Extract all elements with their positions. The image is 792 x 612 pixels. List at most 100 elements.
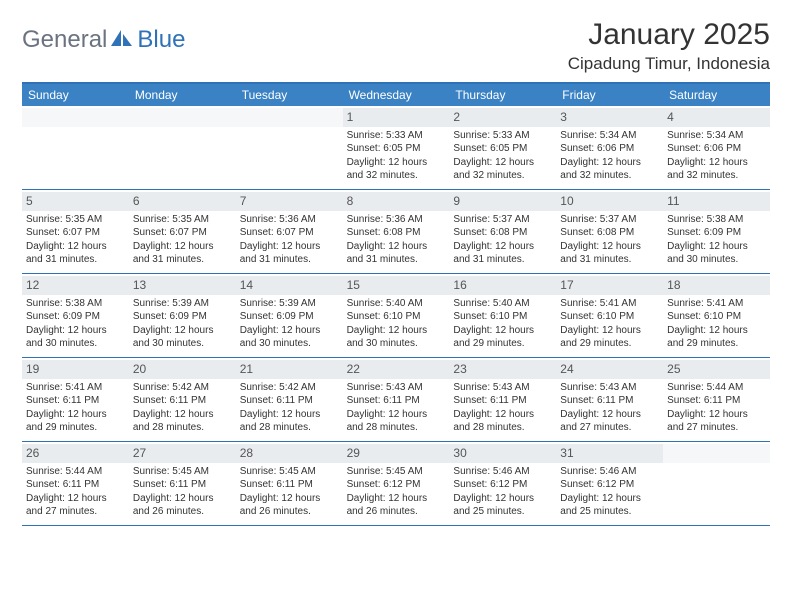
day-number-row: 15 <box>343 276 450 295</box>
daylight-line-1: Daylight: 12 hours <box>667 156 766 170</box>
calendar-day: 18Sunrise: 5:41 AMSunset: 6:10 PMDayligh… <box>663 274 770 357</box>
day-number: 15 <box>347 278 360 292</box>
day-number-row: 19 <box>22 360 129 379</box>
sunrise-line: Sunrise: 5:45 AM <box>347 465 446 479</box>
brand-logo: General Blue <box>22 26 185 54</box>
sunset-line: Sunset: 6:08 PM <box>560 226 659 240</box>
calendar-day: 1Sunrise: 5:33 AMSunset: 6:05 PMDaylight… <box>343 106 450 189</box>
title-block: January 2025 Cipadung Timur, Indonesia <box>568 18 770 74</box>
sunset-line: Sunset: 6:06 PM <box>560 142 659 156</box>
sunrise-line: Sunrise: 5:46 AM <box>560 465 659 479</box>
day-number: 31 <box>560 446 573 460</box>
calendar-week-row: 12Sunrise: 5:38 AMSunset: 6:09 PMDayligh… <box>22 274 770 358</box>
sunrise-line: Sunrise: 5:34 AM <box>667 129 766 143</box>
daylight-line-1: Daylight: 12 hours <box>560 324 659 338</box>
calendar-day: 2Sunrise: 5:33 AMSunset: 6:05 PMDaylight… <box>449 106 556 189</box>
daylight-line-2: and 26 minutes. <box>347 505 446 519</box>
calendar-day-empty <box>236 106 343 189</box>
day-number: 10 <box>560 194 573 208</box>
brand-sail-icon <box>111 28 133 53</box>
day-number: 26 <box>26 446 39 460</box>
calendar-day: 10Sunrise: 5:37 AMSunset: 6:08 PMDayligh… <box>556 190 663 273</box>
day-number-row <box>22 108 129 127</box>
daylight-line-2: and 26 minutes. <box>133 505 232 519</box>
day-number-row: 10 <box>556 192 663 211</box>
daylight-line-2: and 28 minutes. <box>453 421 552 435</box>
daylight-line-1: Daylight: 12 hours <box>240 492 339 506</box>
daylight-line-2: and 32 minutes. <box>560 169 659 183</box>
weekday-header: Thursday <box>449 84 556 106</box>
sunset-line: Sunset: 6:10 PM <box>560 310 659 324</box>
daylight-line-1: Daylight: 12 hours <box>347 324 446 338</box>
daylight-line-1: Daylight: 12 hours <box>453 408 552 422</box>
sunset-line: Sunset: 6:07 PM <box>240 226 339 240</box>
day-number-row <box>663 444 770 463</box>
day-number: 6 <box>133 194 140 208</box>
day-number-row <box>236 108 343 127</box>
sunrise-line: Sunrise: 5:35 AM <box>133 213 232 227</box>
day-number-row: 16 <box>449 276 556 295</box>
day-number-row: 29 <box>343 444 450 463</box>
sunrise-line: Sunrise: 5:33 AM <box>453 129 552 143</box>
daylight-line-1: Daylight: 12 hours <box>347 156 446 170</box>
daylight-line-1: Daylight: 12 hours <box>560 492 659 506</box>
sunrise-line: Sunrise: 5:45 AM <box>133 465 232 479</box>
sunrise-line: Sunrise: 5:43 AM <box>347 381 446 395</box>
sunset-line: Sunset: 6:07 PM <box>133 226 232 240</box>
day-number-row: 14 <box>236 276 343 295</box>
day-number-row: 3 <box>556 108 663 127</box>
daylight-line-1: Daylight: 12 hours <box>453 156 552 170</box>
calendar-day: 26Sunrise: 5:44 AMSunset: 6:11 PMDayligh… <box>22 442 129 525</box>
day-number: 1 <box>347 110 354 124</box>
daylight-line-1: Daylight: 12 hours <box>560 408 659 422</box>
daylight-line-2: and 31 minutes. <box>133 253 232 267</box>
day-number: 20 <box>133 362 146 376</box>
daylight-line-2: and 30 minutes. <box>240 337 339 351</box>
calendar-day: 27Sunrise: 5:45 AMSunset: 6:11 PMDayligh… <box>129 442 236 525</box>
daylight-line-2: and 25 minutes. <box>453 505 552 519</box>
day-number-row: 30 <box>449 444 556 463</box>
sunrise-line: Sunrise: 5:46 AM <box>453 465 552 479</box>
weekday-header: Monday <box>129 84 236 106</box>
weekday-header: Friday <box>556 84 663 106</box>
day-number-row: 17 <box>556 276 663 295</box>
weekday-header: Sunday <box>22 84 129 106</box>
calendar-day: 4Sunrise: 5:34 AMSunset: 6:06 PMDaylight… <box>663 106 770 189</box>
daylight-line-2: and 30 minutes. <box>667 253 766 267</box>
location-label: Cipadung Timur, Indonesia <box>568 54 770 74</box>
sunrise-line: Sunrise: 5:34 AM <box>560 129 659 143</box>
sunset-line: Sunset: 6:12 PM <box>453 478 552 492</box>
daylight-line-2: and 32 minutes. <box>453 169 552 183</box>
sunset-line: Sunset: 6:10 PM <box>453 310 552 324</box>
day-number: 17 <box>560 278 573 292</box>
weekday-header: Tuesday <box>236 84 343 106</box>
daylight-line-2: and 32 minutes. <box>347 169 446 183</box>
header: General Blue January 2025 Cipadung Timur… <box>22 18 770 74</box>
daylight-line-2: and 27 minutes. <box>667 421 766 435</box>
sunrise-line: Sunrise: 5:44 AM <box>26 465 125 479</box>
day-number-row: 12 <box>22 276 129 295</box>
daylight-line-2: and 30 minutes. <box>133 337 232 351</box>
day-number: 29 <box>347 446 360 460</box>
day-number <box>667 446 670 460</box>
daylight-line-2: and 31 minutes. <box>240 253 339 267</box>
day-number-row: 23 <box>449 360 556 379</box>
day-number-row: 13 <box>129 276 236 295</box>
day-number-row: 9 <box>449 192 556 211</box>
sunset-line: Sunset: 6:09 PM <box>26 310 125 324</box>
daylight-line-2: and 30 minutes. <box>26 337 125 351</box>
sunset-line: Sunset: 6:10 PM <box>347 310 446 324</box>
sunrise-line: Sunrise: 5:41 AM <box>560 297 659 311</box>
calendar-day: 6Sunrise: 5:35 AMSunset: 6:07 PMDaylight… <box>129 190 236 273</box>
day-number-row: 24 <box>556 360 663 379</box>
day-number: 25 <box>667 362 680 376</box>
day-number-row: 11 <box>663 192 770 211</box>
day-number <box>240 110 243 124</box>
day-number-row: 28 <box>236 444 343 463</box>
sunset-line: Sunset: 6:11 PM <box>240 478 339 492</box>
day-number-row: 21 <box>236 360 343 379</box>
day-number: 28 <box>240 446 253 460</box>
day-number: 24 <box>560 362 573 376</box>
daylight-line-2: and 31 minutes. <box>560 253 659 267</box>
daylight-line-1: Daylight: 12 hours <box>240 240 339 254</box>
